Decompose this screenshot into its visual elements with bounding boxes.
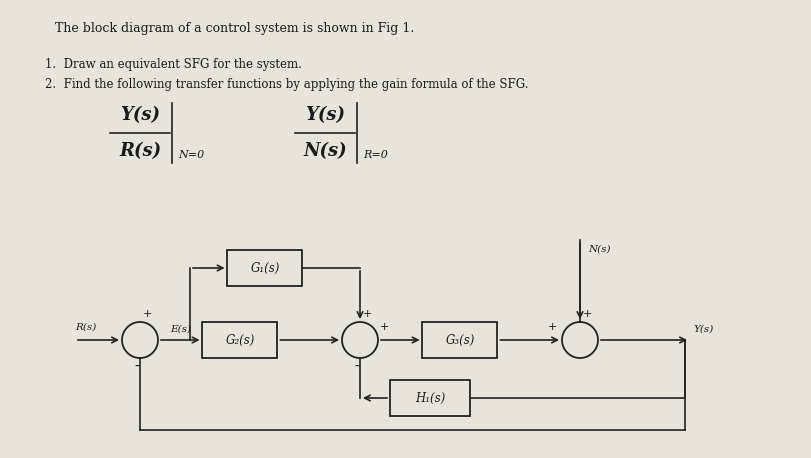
Text: +: + — [363, 309, 372, 319]
Text: H₁(s): H₁(s) — [414, 392, 444, 404]
Text: Y(s): Y(s) — [305, 106, 345, 124]
Text: E(s): E(s) — [169, 325, 191, 334]
Text: -: - — [354, 360, 359, 374]
Text: Y(s): Y(s) — [120, 106, 160, 124]
Text: The block diagram of a control system is shown in Fig 1.: The block diagram of a control system is… — [55, 22, 414, 35]
Text: N(s): N(s) — [303, 142, 346, 160]
Text: 1.  Draw an equivalent SFG for the system.: 1. Draw an equivalent SFG for the system… — [45, 58, 302, 71]
Circle shape — [341, 322, 378, 358]
FancyBboxPatch shape — [389, 380, 470, 416]
Circle shape — [122, 322, 158, 358]
Text: +: + — [582, 309, 592, 319]
Text: +: + — [143, 309, 152, 319]
Text: +: + — [547, 322, 556, 332]
Text: +: + — [380, 322, 389, 332]
Circle shape — [561, 322, 597, 358]
Text: R=0: R=0 — [363, 150, 388, 160]
Text: N(s): N(s) — [587, 245, 610, 254]
Text: R(s): R(s) — [75, 323, 97, 332]
Text: N=0: N=0 — [178, 150, 204, 160]
FancyBboxPatch shape — [202, 322, 277, 358]
Text: 2.  Find the following transfer functions by applying the gain formula of the SF: 2. Find the following transfer functions… — [45, 78, 528, 91]
Text: G₃(s): G₃(s) — [444, 333, 474, 347]
FancyBboxPatch shape — [227, 250, 303, 286]
Text: G₂(s): G₂(s) — [225, 333, 255, 347]
Text: G₁(s): G₁(s) — [250, 262, 279, 274]
Text: -: - — [135, 360, 139, 374]
Text: R(s): R(s) — [118, 142, 161, 160]
FancyBboxPatch shape — [422, 322, 497, 358]
Text: Y(s): Y(s) — [692, 325, 712, 334]
